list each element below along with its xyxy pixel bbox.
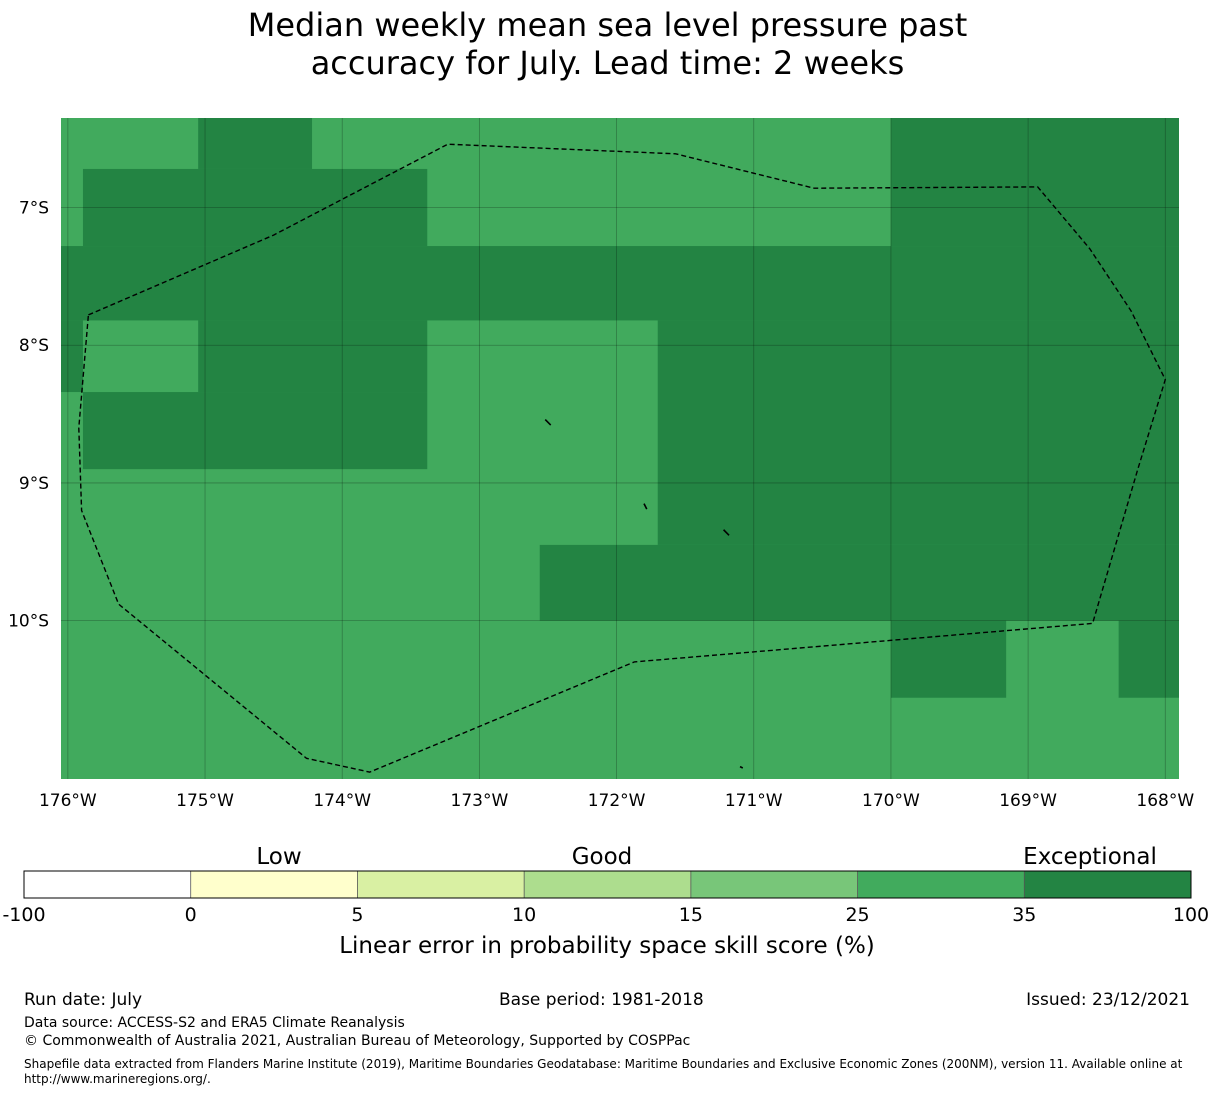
colorbar-tick-label: 5 bbox=[351, 904, 363, 926]
issued-date: Issued: 23/12/2021 bbox=[1026, 990, 1190, 1010]
latitude-tick-label: 9°S bbox=[19, 474, 49, 494]
longitude-tick-label: 176°W bbox=[39, 791, 97, 811]
data-source: Data source: ACCESS-S2 and ERA5 Climate … bbox=[24, 1015, 405, 1031]
colorbar-segment bbox=[690, 871, 858, 898]
map-plot-area bbox=[61, 118, 1179, 779]
colorbar-tick-label: 0 bbox=[185, 904, 197, 926]
colorbar-segment bbox=[190, 871, 358, 898]
chart-title: Median weekly mean sea level pressure pa… bbox=[0, 6, 1215, 82]
colorbar-outline bbox=[23, 870, 1192, 899]
colorbar-tick-label: 15 bbox=[679, 904, 703, 926]
eez-boundary bbox=[78, 143, 1167, 773]
colorbar-segment bbox=[1024, 871, 1191, 898]
run-date: Run date: July bbox=[24, 990, 143, 1010]
colorbar-tick-label: 10 bbox=[512, 904, 536, 926]
colorbar-category-exceptional: Exceptional bbox=[1023, 844, 1157, 870]
colorbar-tick-label: -100 bbox=[2, 904, 45, 926]
longitude-tick-label: 173°W bbox=[451, 791, 509, 811]
island-outline bbox=[739, 765, 744, 769]
longitude-tick-label: 171°W bbox=[725, 791, 783, 811]
island-outline bbox=[643, 503, 648, 510]
colorbar-body: -100 0 5 10 15 25 35 100 bbox=[2, 870, 1209, 926]
skill-cell bbox=[198, 320, 428, 393]
longitude-tick-label: 170°W bbox=[862, 791, 920, 811]
skill-cell bbox=[61, 246, 1179, 321]
colorbar-segment bbox=[524, 871, 691, 898]
colorbar-segment bbox=[357, 871, 525, 898]
skill-cell bbox=[82, 392, 428, 470]
longitude-tick-label: 172°W bbox=[588, 791, 646, 811]
base-period: Base period: 1981-2018 bbox=[499, 990, 704, 1010]
skill-cell bbox=[890, 620, 1007, 698]
shapefile-credit-line-1: Shapefile data extracted from Flanders M… bbox=[24, 1057, 1183, 1071]
colorbar-segment bbox=[857, 871, 1025, 898]
colorbar-axis-label: Linear error in probability space skill … bbox=[339, 933, 875, 959]
skill-cell bbox=[890, 118, 1179, 247]
copyright-notice: © Commonwealth of Australia 2021, Austra… bbox=[24, 1033, 691, 1049]
title-line-2: accuracy for July. Lead time: 2 weeks bbox=[310, 44, 905, 82]
longitude-tick-label: 174°W bbox=[313, 791, 371, 811]
skill-cell bbox=[539, 544, 1179, 621]
colorbar-tick-label: 35 bbox=[1012, 904, 1036, 926]
island-outline bbox=[544, 419, 552, 426]
latitude-tick-label: 10°S bbox=[8, 612, 49, 632]
skill-cell bbox=[61, 320, 83, 393]
island-outline bbox=[723, 529, 730, 536]
skill-cell bbox=[657, 320, 1179, 545]
longitude-tick-label: 169°W bbox=[999, 791, 1057, 811]
skill-cell bbox=[1118, 620, 1179, 698]
colorbar-category-good: Good bbox=[572, 844, 633, 870]
title-line-1: Median weekly mean sea level pressure pa… bbox=[247, 6, 968, 44]
latitude-tick-label: 7°S bbox=[19, 199, 49, 219]
colorbar-tick-label: 25 bbox=[845, 904, 869, 926]
skill-cell bbox=[198, 118, 313, 169]
map-axes: 176°W 175°W 174°W 173°W 172°W 171°W 170°W 169°W… bbox=[8, 199, 1194, 811]
colorbar-category-low: Low bbox=[256, 844, 301, 870]
latitude-tick-label: 8°S bbox=[19, 336, 49, 356]
longitude-tick-label: 168°W bbox=[1136, 791, 1194, 811]
shapefile-credit-line-2: http://www.marineregions.org/. bbox=[24, 1072, 211, 1086]
longitude-tick-label: 175°W bbox=[176, 791, 234, 811]
colorbar-tick-label: 100 bbox=[1173, 904, 1209, 926]
skill-cell bbox=[82, 168, 428, 247]
colorbar-segment bbox=[24, 871, 191, 898]
